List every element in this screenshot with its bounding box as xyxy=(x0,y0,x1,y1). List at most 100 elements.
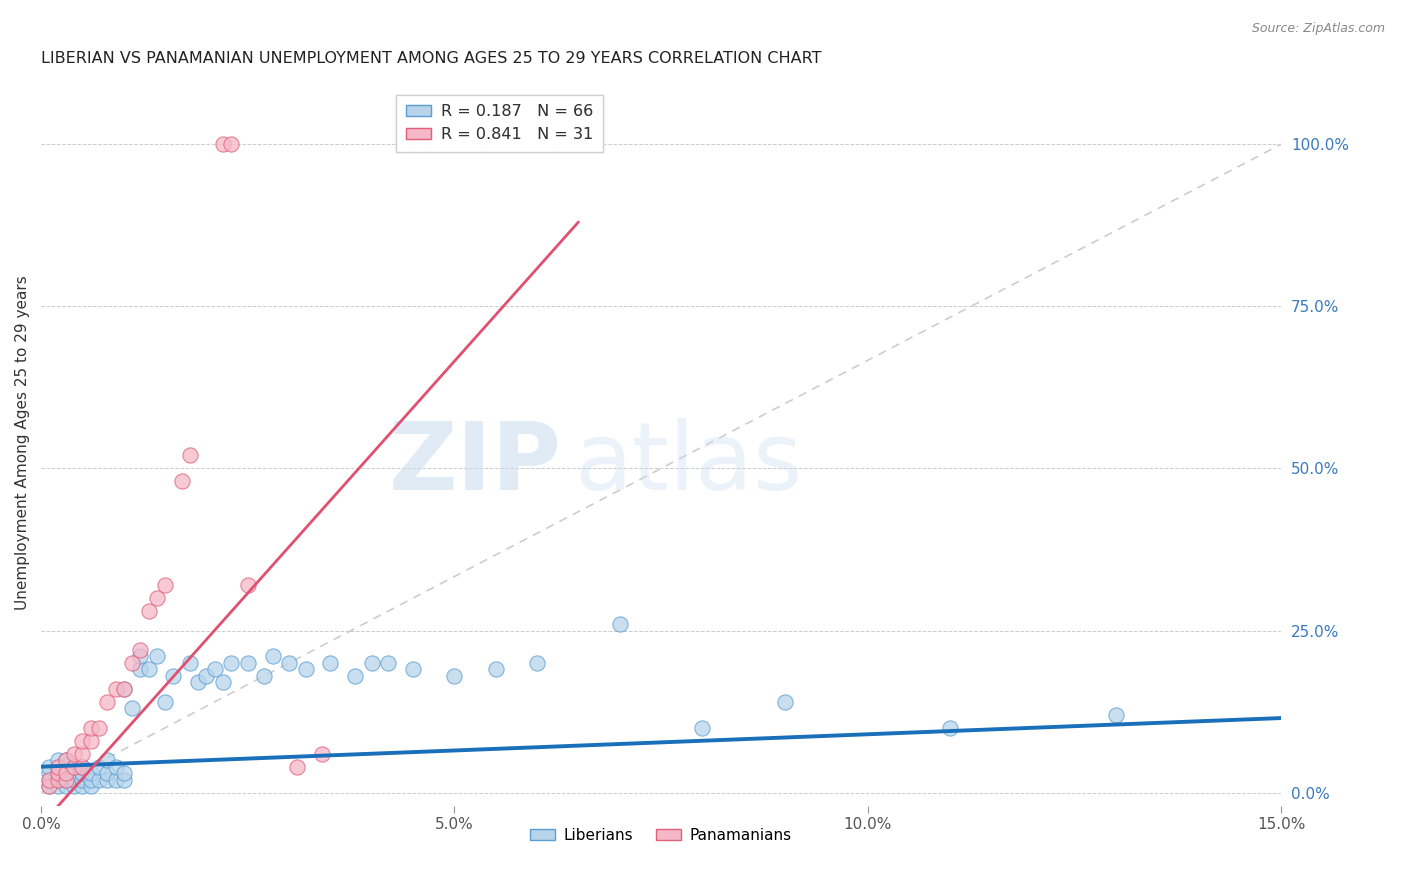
Point xyxy=(72,760,94,774)
Point xyxy=(63,779,86,793)
Legend: R = 0.187   N = 66, R = 0.841   N = 31: R = 0.187 N = 66, R = 0.841 N = 31 xyxy=(396,95,603,152)
Point xyxy=(129,649,152,664)
Point xyxy=(138,604,160,618)
Point xyxy=(294,662,316,676)
Point xyxy=(96,753,118,767)
Y-axis label: Unemployment Among Ages 25 to 29 years: Unemployment Among Ages 25 to 29 years xyxy=(15,275,30,610)
Point xyxy=(1105,707,1128,722)
Point xyxy=(402,662,425,676)
Point xyxy=(46,779,69,793)
Point xyxy=(219,656,242,670)
Point xyxy=(377,656,399,670)
Point xyxy=(278,656,301,670)
Point xyxy=(87,772,110,787)
Point xyxy=(692,721,714,735)
Point xyxy=(87,721,110,735)
Point xyxy=(153,695,176,709)
Point xyxy=(80,721,103,735)
Point xyxy=(38,779,60,793)
Text: Source: ZipAtlas.com: Source: ZipAtlas.com xyxy=(1251,22,1385,36)
Point xyxy=(146,649,169,664)
Point xyxy=(121,701,143,715)
Point xyxy=(63,760,86,774)
Point xyxy=(253,669,276,683)
Point xyxy=(287,760,309,774)
Point xyxy=(72,747,94,761)
Point xyxy=(72,733,94,747)
Point xyxy=(179,656,201,670)
Point xyxy=(129,643,152,657)
Point xyxy=(96,766,118,780)
Point xyxy=(38,772,60,787)
Point xyxy=(63,760,86,774)
Point xyxy=(146,591,169,606)
Point xyxy=(38,772,60,787)
Point xyxy=(262,649,284,664)
Point xyxy=(55,760,77,774)
Point xyxy=(55,766,77,780)
Point xyxy=(63,747,86,761)
Point xyxy=(80,772,103,787)
Point xyxy=(129,662,152,676)
Point xyxy=(526,656,548,670)
Point xyxy=(72,779,94,793)
Point xyxy=(72,772,94,787)
Text: ZIP: ZIP xyxy=(389,418,562,510)
Point xyxy=(55,753,77,767)
Point xyxy=(187,675,209,690)
Point xyxy=(443,669,465,683)
Point xyxy=(55,772,77,787)
Point xyxy=(63,772,86,787)
Point xyxy=(46,766,69,780)
Point xyxy=(55,772,77,787)
Point xyxy=(112,681,135,696)
Point xyxy=(38,766,60,780)
Point xyxy=(112,681,135,696)
Point xyxy=(170,475,193,489)
Point xyxy=(55,766,77,780)
Point xyxy=(38,779,60,793)
Point xyxy=(219,137,242,152)
Point xyxy=(72,766,94,780)
Point xyxy=(55,779,77,793)
Point xyxy=(311,747,333,761)
Point xyxy=(80,733,103,747)
Point xyxy=(179,449,201,463)
Point xyxy=(212,675,235,690)
Point xyxy=(55,753,77,767)
Point xyxy=(46,760,69,774)
Point xyxy=(46,766,69,780)
Point xyxy=(939,721,962,735)
Point xyxy=(212,137,235,152)
Point xyxy=(236,656,259,670)
Point xyxy=(344,669,367,683)
Point xyxy=(153,578,176,592)
Point xyxy=(360,656,382,670)
Point xyxy=(96,695,118,709)
Text: LIBERIAN VS PANAMANIAN UNEMPLOYMENT AMONG AGES 25 TO 29 YEARS CORRELATION CHART: LIBERIAN VS PANAMANIAN UNEMPLOYMENT AMON… xyxy=(41,51,821,66)
Point xyxy=(773,695,796,709)
Point xyxy=(195,669,218,683)
Point xyxy=(72,760,94,774)
Point xyxy=(121,656,143,670)
Point xyxy=(80,766,103,780)
Point xyxy=(80,779,103,793)
Point xyxy=(104,681,127,696)
Point xyxy=(46,772,69,787)
Point xyxy=(609,617,631,632)
Point xyxy=(87,760,110,774)
Point xyxy=(104,760,127,774)
Point xyxy=(46,760,69,774)
Point xyxy=(112,772,135,787)
Point xyxy=(96,772,118,787)
Point xyxy=(236,578,259,592)
Point xyxy=(46,753,69,767)
Point xyxy=(46,772,69,787)
Point xyxy=(485,662,508,676)
Point xyxy=(204,662,226,676)
Text: atlas: atlas xyxy=(574,418,803,510)
Point xyxy=(162,669,184,683)
Point xyxy=(63,766,86,780)
Point xyxy=(138,662,160,676)
Point xyxy=(104,772,127,787)
